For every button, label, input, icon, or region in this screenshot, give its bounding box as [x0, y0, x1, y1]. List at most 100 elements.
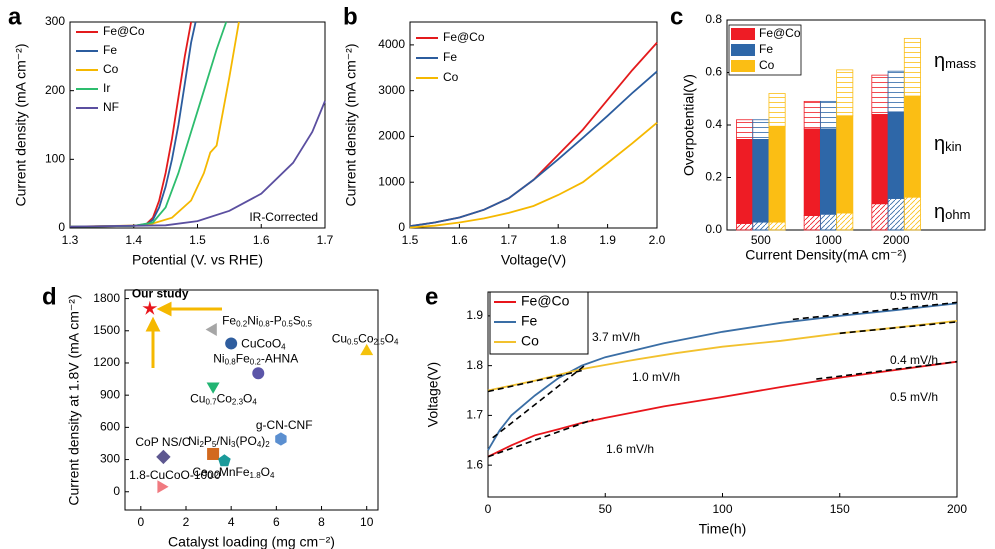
panel-letter: a [8, 3, 22, 30]
legend-label: Fe@Co [103, 24, 145, 38]
y-axis-label: Current density (mA cm⁻²) [343, 44, 359, 207]
x-tick-label: 1.8 [550, 233, 567, 247]
panel: d 0 300 600 900 1200 1500 1800 0 2 4 6 8 10 Catalyst l… [42, 283, 399, 549]
x-tick-label: 1.6 [451, 233, 468, 247]
x-tick-label: 2.0 [649, 233, 666, 247]
series-line [69, 21, 197, 228]
x-tick-label: 1.4 [125, 233, 142, 247]
series-line [409, 122, 658, 229]
series-line [69, 21, 192, 228]
y-tick-label: 1200 [93, 355, 120, 369]
legend-label: Fe [103, 43, 117, 57]
x-tick-label: 100 [712, 502, 732, 516]
x-tick-label: 1.7 [317, 233, 334, 247]
panel-letter: b [343, 3, 358, 30]
x-tick-label: 10 [360, 515, 374, 529]
point-label: g-CN-CNF [256, 418, 313, 432]
arrow-head [156, 301, 172, 317]
series-line [69, 21, 240, 228]
annotation: ηkin [934, 133, 962, 155]
annotation: IR-Corrected [249, 210, 318, 224]
legend-label: Fe@Co [759, 26, 801, 40]
legend-swatch [731, 44, 755, 56]
arrows [145, 301, 222, 368]
point-label: Cu0.5Co2.5O4 [332, 332, 399, 347]
legend-label: Co [759, 58, 775, 72]
bar-segment [903, 196, 921, 231]
x-axis-label: Time(h) [699, 521, 747, 537]
x-tick-label: 150 [830, 502, 850, 516]
point [156, 449, 171, 465]
bar-segment [752, 119, 770, 140]
y-tick-label: 0 [58, 220, 65, 234]
legend-label: Co [521, 333, 539, 349]
point [205, 323, 217, 336]
y-tick-label: 1.6 [466, 457, 483, 471]
y-tick-label: 600 [100, 420, 120, 434]
bar-segment [819, 128, 838, 215]
y-tick-label: 100 [45, 152, 65, 166]
panel-letter: e [425, 283, 438, 310]
annotation: ηmass [934, 50, 977, 72]
y-tick-label: 200 [45, 83, 65, 97]
x-tick-label: 0 [137, 515, 144, 529]
bar-segment [887, 198, 905, 231]
point [206, 382, 220, 394]
y-tick-label: 0.8 [705, 12, 722, 26]
bar-segment [736, 119, 754, 140]
y-axis-label: Voltage(V) [425, 362, 441, 427]
point [275, 432, 287, 446]
bar-segment [819, 100, 838, 130]
legend-label: Fe [443, 50, 457, 64]
bar-segment [887, 111, 905, 199]
y-tick-label: 900 [100, 387, 120, 401]
panel: a 0 100 200 300 1.3 1.4 1.5 1.6 1.7 Potential (V. … [8, 3, 334, 267]
point-label: Our study [132, 287, 189, 301]
bar-segment [752, 139, 770, 223]
y-tick-label: 300 [100, 452, 120, 466]
y-axis-label: Current density at 1.8V (mA cm⁻²) [66, 294, 82, 505]
x-tick-label: 6 [273, 515, 280, 529]
y-tick-label: 0.4 [705, 117, 722, 131]
panel: e 1.6 1.7 1.8 1.9 0 50 100 150 200 Time(h) Voltage(… [425, 283, 968, 536]
legend-label: Fe [521, 313, 538, 329]
annotation: 1.6 mV/h [606, 442, 654, 456]
y-tick-label: 3000 [378, 83, 405, 97]
legend-label: Ir [103, 81, 110, 95]
x-axis-label: Current Density(mA cm⁻²) [745, 247, 906, 263]
x-axis-label: Voltage(V) [501, 252, 566, 268]
point-label: Ni0.8Fe0.2-AHNA [213, 351, 298, 366]
bar-segment [836, 115, 854, 214]
y-tick-label: 0.0 [705, 222, 722, 236]
x-tick-label: 1.5 [402, 233, 419, 247]
annotation: 0.5 mV/h [890, 390, 938, 404]
legend-label: NF [103, 100, 119, 114]
annotation: ηohm [934, 201, 970, 223]
y-tick-label: 4000 [378, 37, 405, 51]
y-tick-label: 0 [113, 484, 120, 498]
point-label: 1.8-CuCoO-1000 [129, 468, 221, 482]
bar-segment [752, 221, 770, 231]
y-axis-label: Current density (mA cm⁻²) [13, 44, 29, 207]
y-tick-label: 1.8 [466, 358, 483, 372]
arrow-head [145, 316, 161, 332]
fit-line [816, 360, 958, 380]
y-tick-label: 1500 [93, 323, 120, 337]
bar-segment [768, 93, 786, 127]
bar-segment [903, 37, 921, 97]
y-tick-label: 1800 [93, 291, 120, 305]
y-tick-label: 2000 [378, 129, 405, 143]
x-tick-label: 1.6 [253, 233, 270, 247]
point [207, 447, 220, 460]
series-line [487, 320, 958, 392]
y-tick-label: 1.9 [466, 308, 483, 322]
panel: c 0.0 0.2 0.4 0.6 0.8 Current Density(mA cm⁻²)… [670, 3, 986, 263]
legend-label: Co [103, 62, 119, 76]
fit-line [792, 301, 958, 321]
plot-frame [124, 289, 379, 511]
x-tick-label: 1.3 [62, 233, 79, 247]
series-line [487, 302, 958, 451]
point-label: Ni2P5/Ni3(PO4)2 [188, 434, 270, 449]
point-label: CuCoO4 [241, 337, 286, 352]
